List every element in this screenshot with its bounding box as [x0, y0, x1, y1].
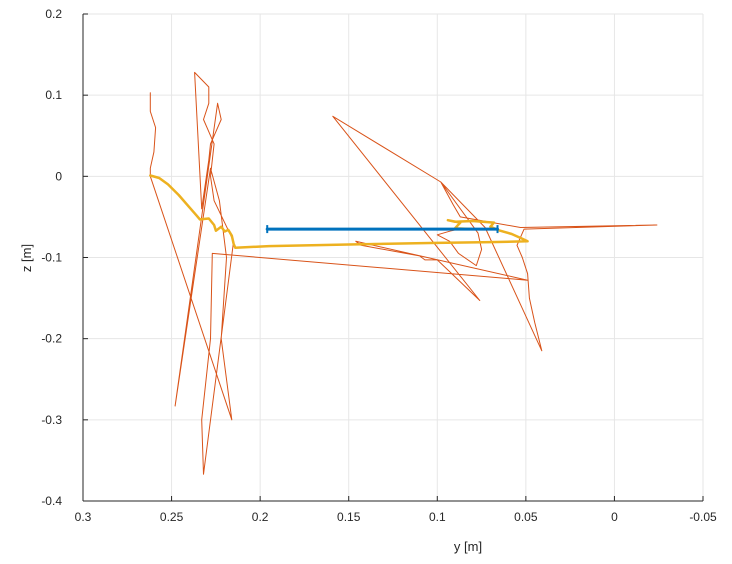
y-tick-label: 0.2 [45, 7, 62, 21]
x-tick-label: -0.05 [689, 510, 717, 524]
y-tick-label: -0.3 [41, 413, 62, 427]
series-layer [149, 71, 658, 475]
y-tick-label: 0.1 [45, 88, 62, 102]
x-tick-label: 0.25 [160, 510, 184, 524]
y-tick-label: -0.1 [41, 251, 62, 265]
series-2-line [149, 174, 529, 250]
y-tick-label: 0 [55, 169, 62, 183]
y-tick-label: -0.2 [41, 332, 62, 346]
x-axis-label: y [m] [454, 539, 482, 554]
y-axis-label: z [m] [19, 244, 34, 272]
x-tick-label: 0 [611, 510, 618, 524]
x-tick-label: 0.2 [252, 510, 269, 524]
x-tick-label: 0.05 [514, 510, 538, 524]
x-tick-label: 0.1 [429, 510, 446, 524]
axes-layer: 0.3 0.25 0.2 0.15 0.1 0.05 0 -0.05 0.2 0.1 0 -0.1 -0… [41, 7, 717, 524]
y-tick-label: -0.4 [41, 494, 62, 508]
x-tick-label: 0.3 [75, 510, 92, 524]
series-1-line [149, 71, 658, 475]
x-tick-label: 0.15 [337, 510, 361, 524]
